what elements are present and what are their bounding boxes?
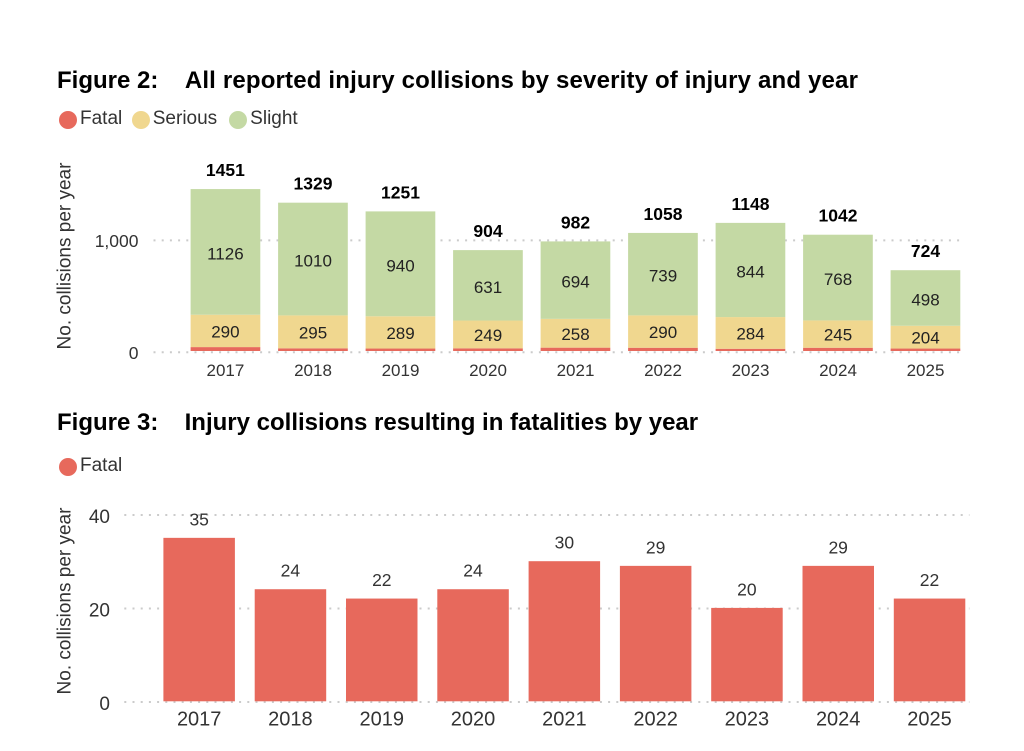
svg-text:2024: 2024 [819,361,857,380]
svg-text:No. collisions per year: No. collisions per year [55,507,76,695]
svg-text:2023: 2023 [725,709,770,731]
svg-text:2019: 2019 [360,709,405,731]
svg-text:35: 35 [189,509,208,529]
svg-text:631: 631 [474,278,502,297]
svg-text:2017: 2017 [206,361,244,380]
svg-text:30: 30 [555,533,575,553]
svg-text:1451: 1451 [206,160,245,180]
svg-text:1148: 1148 [732,194,770,214]
svg-text:982: 982 [561,212,590,232]
svg-text:2024: 2024 [816,709,861,731]
svg-text:2020: 2020 [469,361,507,380]
svg-text:739: 739 [649,267,677,286]
svg-text:2023: 2023 [732,361,770,380]
svg-text:694: 694 [561,273,589,292]
svg-text:22: 22 [372,570,391,590]
svg-text:284: 284 [736,324,764,343]
svg-text:904: 904 [473,221,502,241]
svg-text:290: 290 [211,322,239,341]
svg-text:204: 204 [911,329,939,348]
svg-text:249: 249 [474,326,502,345]
svg-text:1126: 1126 [207,244,244,263]
svg-text:245: 245 [824,326,852,345]
svg-text:1,000: 1,000 [95,231,139,251]
svg-text:1058: 1058 [644,204,683,224]
svg-text:2018: 2018 [294,361,332,380]
svg-text:20: 20 [737,579,757,599]
svg-text:29: 29 [828,537,847,557]
svg-text:2020: 2020 [451,709,496,731]
svg-text:1042: 1042 [819,206,858,226]
svg-text:22: 22 [920,570,939,590]
svg-text:940: 940 [386,256,414,275]
svg-text:24: 24 [463,561,483,581]
svg-text:2021: 2021 [542,709,587,731]
svg-text:24: 24 [281,561,301,581]
svg-text:40: 40 [89,507,110,528]
svg-text:498: 498 [911,291,939,310]
svg-text:29: 29 [646,537,665,557]
svg-text:2025: 2025 [907,709,952,731]
svg-text:258: 258 [561,325,589,344]
svg-text:1010: 1010 [294,252,332,271]
svg-text:0: 0 [129,343,139,363]
svg-text:295: 295 [299,323,327,342]
svg-text:2025: 2025 [907,361,945,380]
svg-text:2019: 2019 [382,361,420,380]
svg-text:2018: 2018 [268,709,313,731]
svg-text:290: 290 [649,323,677,342]
svg-text:20: 20 [89,601,110,622]
svg-text:2022: 2022 [633,709,678,731]
svg-text:No. collisions per year: No. collisions per year [55,162,76,350]
svg-text:2017: 2017 [177,709,222,731]
svg-text:289: 289 [386,324,414,343]
svg-text:1329: 1329 [294,174,333,194]
svg-text:844: 844 [736,263,764,282]
svg-text:0: 0 [99,694,110,715]
svg-text:2021: 2021 [557,361,595,380]
svg-text:1251: 1251 [381,182,420,202]
svg-text:2022: 2022 [644,361,682,380]
svg-text:724: 724 [911,241,940,261]
svg-text:768: 768 [824,270,852,289]
